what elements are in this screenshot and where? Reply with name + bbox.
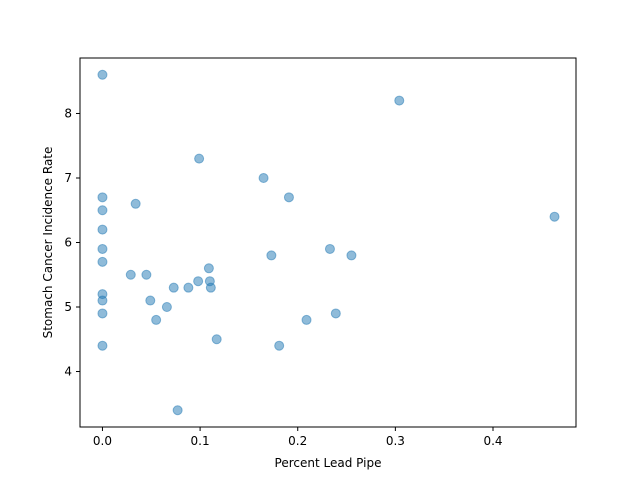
data-point-5 <box>97 256 108 267</box>
x-tick-label-0: 0.0 <box>93 434 112 448</box>
data-point-28 <box>283 192 294 203</box>
data-point-3 <box>97 224 108 235</box>
data-point-17 <box>172 405 183 416</box>
data-point-23 <box>205 282 216 293</box>
data-point-8 <box>97 308 108 319</box>
y-axis-ticks: 4 5 6 7 8 <box>64 106 80 379</box>
x-axis-ticks: 0.0 0.1 0.2 0.3 0.4 <box>93 427 503 448</box>
data-point-16 <box>168 282 179 293</box>
data-point-10 <box>125 269 136 280</box>
data-point-21 <box>203 263 214 274</box>
data-point-33 <box>394 95 405 106</box>
data-point-4 <box>97 243 108 254</box>
data-point-0 <box>97 69 108 80</box>
x-tick-label-4: 0.4 <box>483 434 502 448</box>
data-point-27 <box>274 340 285 351</box>
data-point-11 <box>130 198 141 209</box>
y-tick-label-1: 5 <box>64 300 72 314</box>
x-tick-label-1: 0.1 <box>191 434 210 448</box>
data-point-9 <box>97 340 108 351</box>
data-point-7 <box>97 295 108 306</box>
data-point-24 <box>211 334 222 345</box>
data-point-18 <box>183 282 194 293</box>
data-point-13 <box>145 295 156 306</box>
data-point-29 <box>301 314 312 325</box>
data-point-26 <box>266 250 277 261</box>
y-tick-label-4: 8 <box>64 106 72 120</box>
data-point-1 <box>97 192 108 203</box>
x-tick-label-2: 0.2 <box>288 434 307 448</box>
data-point-31 <box>330 308 341 319</box>
x-tick-label-3: 0.3 <box>386 434 405 448</box>
data-points <box>97 69 560 416</box>
data-point-32 <box>346 250 357 261</box>
data-point-15 <box>161 302 172 313</box>
data-point-30 <box>324 243 335 254</box>
y-tick-label-0: 4 <box>64 365 72 379</box>
y-tick-label-3: 7 <box>64 171 72 185</box>
data-point-19 <box>193 276 204 287</box>
y-tick-label-2: 6 <box>64 236 72 250</box>
data-point-34 <box>549 211 560 222</box>
data-point-12 <box>141 269 152 280</box>
data-point-14 <box>151 314 162 325</box>
data-point-25 <box>258 172 269 183</box>
x-axis-label: Percent Lead Pipe <box>275 456 382 470</box>
y-axis-label: Stomach Cancer Incidence Rate <box>41 147 55 339</box>
data-point-2 <box>97 205 108 216</box>
data-point-20 <box>194 153 205 164</box>
